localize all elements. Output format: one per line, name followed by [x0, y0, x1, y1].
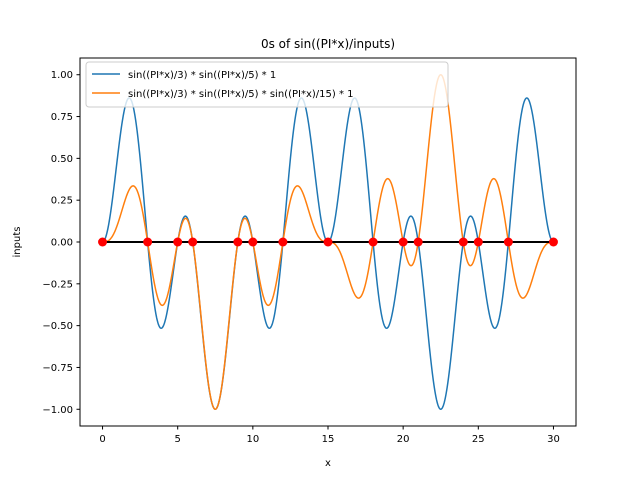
chart-title: 0s of sin((PI*x)/inputs): [261, 37, 395, 51]
zero-marker: [143, 237, 153, 247]
zero-marker: [413, 237, 423, 247]
zero-marker: [173, 237, 183, 247]
y-tick-label: 1.00: [51, 70, 73, 81]
zero-marker: [398, 237, 408, 247]
y-axis-ticks: −1.00 −0.75 −0.50 −0.25 0.00 0.25 0.50 0.75 1.00: [42, 70, 80, 416]
y-tick-label: −0.50: [42, 321, 73, 332]
x-tick-label: 5: [175, 434, 181, 445]
zero-marker: [473, 237, 483, 247]
axes-frame: [79, 57, 577, 427]
x-tick-label: 20: [397, 434, 410, 445]
legend-label-1: sin((PI*x)/3) * sin((PI*x)/5) * 1: [128, 70, 276, 81]
y-tick-label: 0.50: [51, 154, 73, 165]
plot-area: [98, 73, 558, 411]
zero-marker: [98, 237, 108, 247]
x-axis-ticks: 0 5 10 15 20 25 30: [99, 426, 560, 445]
legend-box: [85, 61, 449, 108]
legend-label-2: sin((PI*x)/3) * sin((PI*x)/5) * sin((PI*…: [128, 89, 353, 100]
zero-marker: [233, 237, 243, 247]
x-tick-label: 15: [322, 434, 335, 445]
y-axis-label: inputs: [12, 227, 23, 258]
zero-marker: [548, 237, 558, 247]
x-tick-label: 25: [472, 434, 485, 445]
zero-marker: [278, 237, 288, 247]
y-tick-label: 0.25: [51, 196, 73, 207]
zero-marker: [458, 237, 468, 247]
y-tick-label: −0.25: [42, 279, 73, 290]
y-tick-label: 0.75: [51, 112, 73, 123]
legend: sin((PI*x)/3) * sin((PI*x)/5) * 1 sin((PI…: [85, 61, 449, 108]
y-tick-label: −1.00: [42, 405, 73, 416]
x-tick-label: 30: [547, 434, 560, 445]
x-tick-label: 0: [99, 434, 105, 445]
zero-marker: [503, 237, 513, 247]
zero-marker: [188, 237, 198, 247]
x-tick-label: 10: [246, 434, 259, 445]
y-tick-label: −0.75: [42, 363, 73, 374]
zero-marker: [248, 237, 258, 247]
zero-marker: [368, 237, 378, 247]
y-tick-label: 0.00: [51, 238, 73, 249]
zero-marker: [323, 237, 333, 247]
x-axis-label: x: [325, 458, 331, 469]
